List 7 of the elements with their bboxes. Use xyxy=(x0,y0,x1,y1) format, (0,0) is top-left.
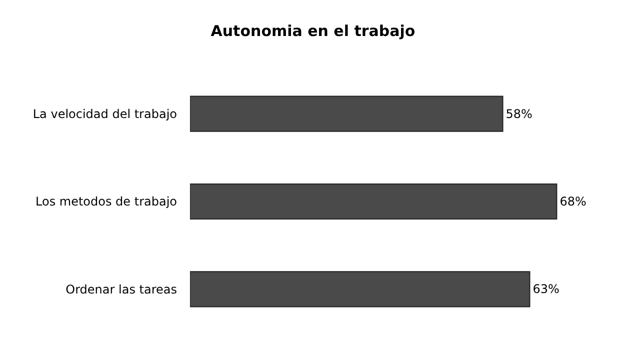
y-tick-label: Ordenar las tareas xyxy=(66,282,177,296)
y-tick-label: Los metodos de trabajo xyxy=(36,194,177,209)
data-label: 63% xyxy=(532,282,560,296)
data-label: 68% xyxy=(560,194,586,208)
y-tick-label: La velocidad del trabajo xyxy=(32,107,177,122)
chart-title: Autonomia en el trabajo xyxy=(210,22,416,40)
data-label: 58% xyxy=(506,106,532,121)
